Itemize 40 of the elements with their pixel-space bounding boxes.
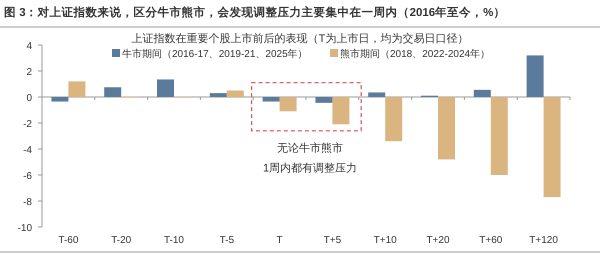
y-tick-label: 0: [26, 93, 32, 104]
y-tick-label: -8: [23, 197, 32, 208]
y-tick-label: -2: [23, 119, 32, 130]
x-tick-label: T-60: [58, 235, 79, 246]
y-tick-label: -10: [18, 223, 32, 234]
bar: [51, 97, 68, 102]
bar: [157, 79, 174, 97]
bar: [280, 97, 297, 112]
bar: [226, 90, 244, 97]
chart-subtitle: 上证指数在重要个股上市前后的表现（T为上市日，均为交易日口径）: [132, 32, 468, 45]
bar: [544, 97, 561, 198]
x-tick-label: T-10: [164, 235, 184, 246]
bar: [315, 97, 332, 103]
bar: [385, 97, 402, 142]
annotation: 无论牛市熊市 1周内都有调整压力: [262, 142, 358, 175]
bar: [438, 97, 455, 160]
x-tick-label: T: [276, 235, 283, 246]
x-tick-label: T+120: [529, 235, 558, 246]
bar: [104, 87, 122, 97]
bar: [262, 97, 280, 102]
bar: [490, 97, 508, 175]
x-tick-label: T-5: [220, 235, 234, 246]
x-tick-label: T+5: [324, 235, 342, 246]
bar: [474, 90, 491, 97]
x-tick-label: T+20: [426, 235, 450, 246]
x-tick-label: T+60: [479, 235, 503, 246]
y-tick-label: -4: [23, 145, 32, 156]
bar: [332, 97, 350, 124]
y-tick-label: -6: [23, 171, 32, 182]
bar: [68, 81, 86, 97]
legend-label: 熊市期间（2018、2022-2024年）: [340, 48, 490, 60]
x-tick-label: T-20: [111, 235, 132, 246]
x-tick-label: T+10: [374, 235, 398, 246]
y-tick-label: 4: [26, 41, 32, 52]
bar: [210, 93, 227, 97]
bar: [368, 92, 386, 97]
y-tick-label: 2: [26, 67, 32, 78]
chart-title: 图 3：对上证指数来说，区分牛市熊市，会发现调整压力主要集中在一周内（2016年至今，%）: [4, 5, 506, 19]
bar: [526, 55, 544, 97]
legend-label: 牛市期间（2016-17、2019-21、2025年）: [122, 48, 308, 60]
